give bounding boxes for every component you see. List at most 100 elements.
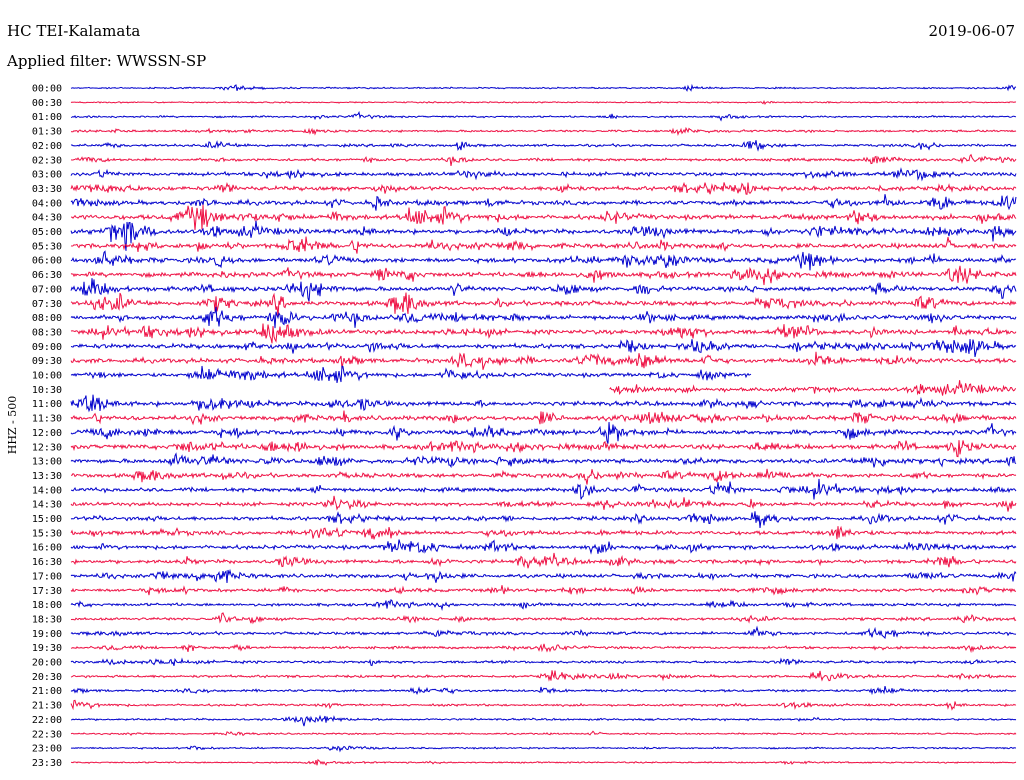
time-label: 06:30 <box>32 270 62 281</box>
seismic-trace <box>70 657 1017 667</box>
seismic-trace <box>70 167 1017 182</box>
seismic-trace <box>70 126 1017 137</box>
seismic-trace <box>70 440 1017 458</box>
seismic-trace <box>70 265 1017 286</box>
seismic-trace <box>70 452 1017 469</box>
seismic-trace <box>70 422 1017 444</box>
time-label: 20:30 <box>32 672 62 683</box>
station-name: HC TEI-Kalamata <box>7 22 141 40</box>
time-label: 18:00 <box>32 600 62 611</box>
time-label: 01:30 <box>32 127 62 138</box>
time-label: 04:30 <box>32 213 62 224</box>
time-label: 16:30 <box>32 557 62 568</box>
time-label: 12:30 <box>32 442 62 453</box>
time-label: 17:30 <box>32 586 62 597</box>
seismic-trace <box>70 525 1017 540</box>
seismic-trace <box>70 110 1017 122</box>
seismic-trace <box>70 612 1017 625</box>
seismic-trace <box>70 140 1017 152</box>
seismic-trace <box>71 204 1017 230</box>
seismic-trace <box>71 478 1017 500</box>
time-label: 23:00 <box>32 744 62 755</box>
seismic-trace <box>70 153 1017 166</box>
time-label: 19:30 <box>32 643 62 654</box>
record-date: 2019-06-07 <box>928 22 1015 40</box>
time-label: 10:00 <box>32 371 62 382</box>
seismic-trace <box>70 83 1017 92</box>
time-label: 11:00 <box>32 399 62 410</box>
seismic-trace <box>70 585 1016 596</box>
time-label: 21:30 <box>32 701 62 712</box>
seismic-trace <box>70 236 1017 254</box>
seismic-trace <box>70 365 752 383</box>
time-label: 18:30 <box>32 614 62 625</box>
seismic-trace <box>70 511 1017 528</box>
time-label: 07:00 <box>32 284 62 295</box>
time-label: 13:30 <box>32 471 62 482</box>
time-label: 16:00 <box>32 543 62 554</box>
seismic-trace <box>70 410 1017 426</box>
time-label: 06:00 <box>32 256 62 267</box>
time-label: 20:00 <box>32 658 62 669</box>
time-label: 15:30 <box>32 528 62 539</box>
seismic-trace <box>70 250 1017 271</box>
time-label: 05:30 <box>32 241 62 252</box>
seismic-trace <box>70 181 1017 195</box>
seismic-trace <box>70 323 1017 344</box>
seismic-trace <box>609 380 1017 396</box>
time-label: 09:00 <box>32 342 62 353</box>
trace-group <box>70 83 1017 766</box>
seismic-trace <box>70 699 1017 711</box>
time-label: 05:00 <box>32 227 62 238</box>
time-label: 07:30 <box>32 299 62 310</box>
seismic-trace <box>70 351 1017 370</box>
seismic-trace <box>70 539 1017 555</box>
time-label: 02:00 <box>32 141 62 152</box>
time-label: 08:00 <box>32 313 62 324</box>
time-label: 12:00 <box>32 428 62 439</box>
time-label: 17:00 <box>32 571 62 582</box>
seismic-trace <box>70 306 1017 329</box>
time-label: 04:00 <box>32 198 62 209</box>
seismic-trace <box>70 745 1017 753</box>
seismic-trace <box>70 730 1017 737</box>
time-label: 22:00 <box>32 715 62 726</box>
seismic-trace <box>70 552 1017 569</box>
seismic-trace <box>70 599 1017 611</box>
time-label: 08:30 <box>32 327 62 338</box>
time-label: 13:00 <box>32 457 62 468</box>
applied-filter: Applied filter: WWSSN-SP <box>7 52 207 70</box>
time-label: 14:30 <box>32 500 62 511</box>
channel-axis-label: HHZ - 500 <box>6 396 19 455</box>
seismic-trace <box>71 758 1017 766</box>
seismic-trace <box>70 339 1017 358</box>
seismic-trace <box>70 292 1017 317</box>
seismic-trace <box>71 468 1017 485</box>
seismic-trace <box>70 194 1017 211</box>
time-label: 22:30 <box>32 729 62 740</box>
seismic-trace <box>70 495 1017 512</box>
seismic-trace <box>70 643 1017 654</box>
time-label: 15:00 <box>32 514 62 525</box>
time-label: 02:30 <box>32 155 62 166</box>
seismic-trace <box>70 670 1017 682</box>
seismic-trace <box>70 714 1017 727</box>
time-label: 09:30 <box>32 356 62 367</box>
time-label: 00:00 <box>32 84 62 95</box>
seismic-trace <box>70 278 1017 302</box>
time-label: 21:00 <box>32 686 62 697</box>
time-label: 03:30 <box>32 184 62 195</box>
time-label: 23:30 <box>32 758 62 769</box>
seismic-trace <box>70 99 1017 105</box>
time-label: 01:00 <box>32 112 62 123</box>
seismic-trace <box>70 625 1017 640</box>
time-label: 03:00 <box>32 170 62 181</box>
time-label: 11:30 <box>32 414 62 425</box>
seismic-trace <box>70 394 1017 413</box>
seismic-trace <box>70 568 1017 584</box>
time-label: 00:30 <box>32 98 62 109</box>
time-label: 19:00 <box>32 629 62 640</box>
seismic-trace <box>70 685 1017 696</box>
time-label: 14:00 <box>32 485 62 496</box>
